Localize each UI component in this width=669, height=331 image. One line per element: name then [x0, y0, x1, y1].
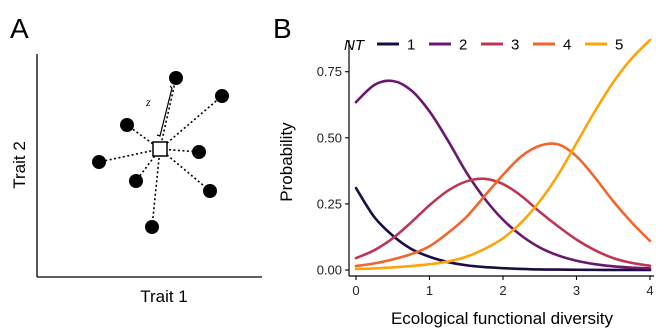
- panel-b-ylabel: Probability: [277, 122, 296, 202]
- x-tick-label: 3: [573, 283, 580, 298]
- x-tick-label: 1: [426, 283, 433, 298]
- species-point: [120, 118, 134, 132]
- species-point: [203, 184, 217, 198]
- species-point: [215, 89, 229, 103]
- panel-b: B NT 1 2 3 4 5 0.00 0.25 0.50 0.75 0 1 2 3 4 Ecolog…: [273, 13, 654, 328]
- connection-line: [98, 148, 161, 163]
- connection-line: [151, 148, 161, 228]
- legend-label-3: 3: [511, 37, 519, 54]
- x-tick-label: 2: [499, 283, 506, 298]
- species-point: [92, 155, 106, 169]
- species-point: [169, 71, 183, 85]
- connection-line: [159, 77, 177, 150]
- legend-label-4: 4: [563, 37, 571, 54]
- connection-line: [159, 148, 211, 192]
- legend: NT 1 2 3 4 5: [344, 37, 623, 55]
- series-line-1: [354, 186, 652, 272]
- species-points: [92, 71, 229, 234]
- centroid-square: [152, 141, 168, 157]
- panel-a: A Trait 1 Trait 2 z: [10, 13, 262, 306]
- panel-a-letter: A: [10, 13, 29, 44]
- panel-a-ylabel: Trait 2: [10, 141, 29, 189]
- species-point: [192, 145, 206, 159]
- x-tick-label: 4: [646, 283, 653, 298]
- legend-label-5: 5: [615, 37, 623, 54]
- series-line-4: [354, 142, 652, 268]
- distance-bracket: [156, 85, 173, 137]
- legend-label-2: 2: [459, 37, 467, 54]
- series-line-2: [354, 79, 652, 270]
- species-point: [129, 174, 143, 188]
- x-ticks: 0 1 2 3 4: [352, 276, 654, 298]
- z-label: z: [145, 95, 151, 109]
- series-line-5: [354, 38, 652, 271]
- y-tick-label: 0.75: [317, 64, 342, 79]
- series-line-3: [354, 177, 652, 268]
- y-tick-label: 0.25: [317, 196, 342, 211]
- legend-title: NT: [344, 37, 366, 54]
- legend-label-1: 1: [407, 37, 415, 54]
- panel-a-xlabel: Trait 1: [140, 287, 188, 306]
- y-tick-label: 0.00: [317, 263, 342, 278]
- x-tick-label: 0: [352, 283, 359, 298]
- plot-area: [354, 38, 652, 272]
- y-tick-label: 0.50: [317, 130, 342, 145]
- panel-b-xlabel: Ecological functional diversity: [391, 309, 614, 328]
- panel-b-letter: B: [273, 13, 292, 44]
- species-point: [145, 220, 159, 234]
- y-ticks: 0.00 0.25 0.50 0.75: [317, 64, 349, 278]
- connection-line: [159, 95, 223, 150]
- z-bracket: [156, 85, 173, 137]
